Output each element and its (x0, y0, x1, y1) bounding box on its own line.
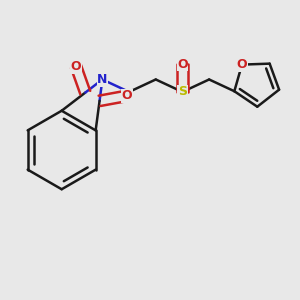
Text: O: O (122, 89, 132, 102)
Text: S: S (178, 85, 187, 98)
Text: O: O (71, 60, 81, 73)
Text: N: N (97, 73, 108, 86)
Text: O: O (237, 58, 247, 71)
Text: O: O (177, 58, 188, 70)
